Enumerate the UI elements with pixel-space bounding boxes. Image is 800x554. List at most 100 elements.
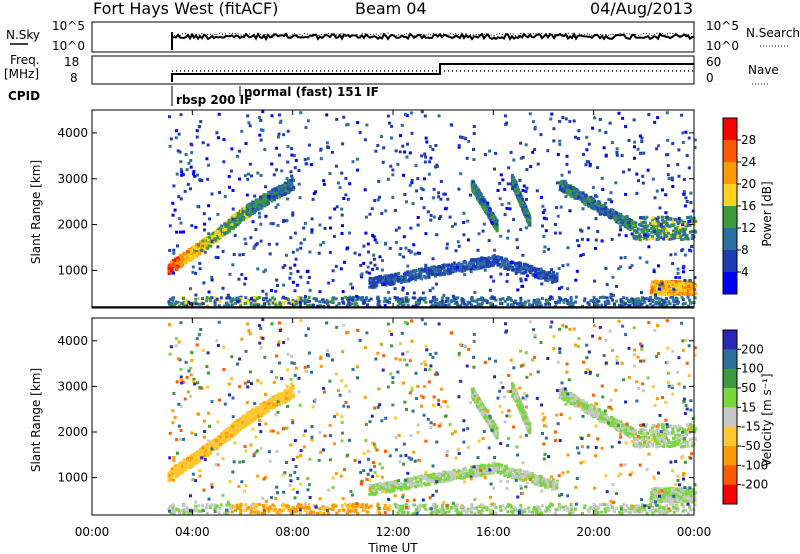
power-cell [338,186,342,190]
power-cell [568,119,572,123]
power-heatmap [167,110,697,308]
power-cell [304,295,307,298]
power-cell [396,304,400,308]
power-cell [198,261,202,265]
power-cell [355,294,359,298]
power-cell [646,224,650,228]
power-cell [685,291,689,295]
power-cell [202,212,206,216]
power-cell [229,220,233,224]
power-cell [284,189,288,193]
power-cell [650,290,653,294]
power-cell [401,286,405,290]
power-cell [545,273,549,277]
power-cell [592,295,596,299]
power-cell [249,304,253,307]
power-cell [245,212,249,216]
power-cell [581,207,585,211]
power-cell [290,300,294,304]
power-cell [528,215,532,219]
power-cell [635,237,639,241]
power-cell [542,216,546,220]
power-cell [506,298,510,301]
power-cell [664,297,668,301]
power-cell [449,264,453,268]
power-cell [533,148,537,152]
power-cell [394,228,398,232]
power-cell [429,218,433,222]
power-cell [314,298,318,302]
power-cell [554,301,558,305]
power-cell [661,218,665,222]
power-cell [276,192,280,196]
power-cell [471,264,475,268]
power-cell [197,249,201,253]
power-cell [670,237,674,241]
power-cell [391,282,395,286]
power-cell [654,285,658,289]
power-cell [623,302,627,306]
power-cell [185,168,189,172]
power-cell [674,233,678,237]
power-cell [518,196,522,200]
power-cell [484,201,488,205]
power-cell [431,196,435,200]
power-cell [445,246,449,250]
power-cell [643,227,647,231]
power-cell [583,193,587,197]
power-cell [522,184,526,188]
power-cell [405,200,408,204]
power-cell [348,231,351,235]
power-cell [524,266,528,270]
power-cell [168,302,171,306]
power-cell [541,273,545,277]
power-cell [645,228,649,232]
power-cell [444,270,448,274]
power-cell [658,287,661,291]
power-cell [519,277,523,281]
power-cell [367,250,370,254]
power-cell [522,209,526,213]
power-cell [222,160,226,164]
power-cell [252,245,256,249]
power-cell [536,276,540,280]
power-cell [633,140,637,144]
power-cell [590,198,594,202]
power-cell [652,292,656,295]
power-cell [590,298,594,302]
power-cell [606,214,610,218]
power-cell [666,237,670,241]
power-cell [536,162,540,166]
freq-tick-top: 18 [64,55,79,69]
power-cell [238,253,242,257]
power-cell [235,296,239,300]
power-cell [647,237,651,241]
power-cell [264,292,268,296]
freq-tick-bottom: 8 [70,71,78,85]
power-cell [680,280,684,284]
power-cell [369,261,373,265]
power-cell [191,250,195,254]
power-cell [218,191,221,194]
power-cell [651,177,655,181]
power-cell [513,267,517,271]
power-cell [292,186,296,189]
power-cell [379,135,383,138]
power-cell [501,178,505,182]
power-cell [594,217,598,221]
power-cell [243,174,247,178]
power-cell [256,207,260,211]
power-cell [672,300,676,304]
power-cell [693,276,697,280]
power-cell [489,302,492,306]
power-cell [437,191,441,195]
power-cell [600,207,604,211]
power-cell [370,207,374,211]
power-cell [196,205,200,208]
power-cell [472,148,475,151]
power-cell [659,236,663,240]
power-cell [665,215,669,219]
power-cell [481,265,485,269]
power-cell [683,289,687,292]
power-cell [328,300,332,304]
